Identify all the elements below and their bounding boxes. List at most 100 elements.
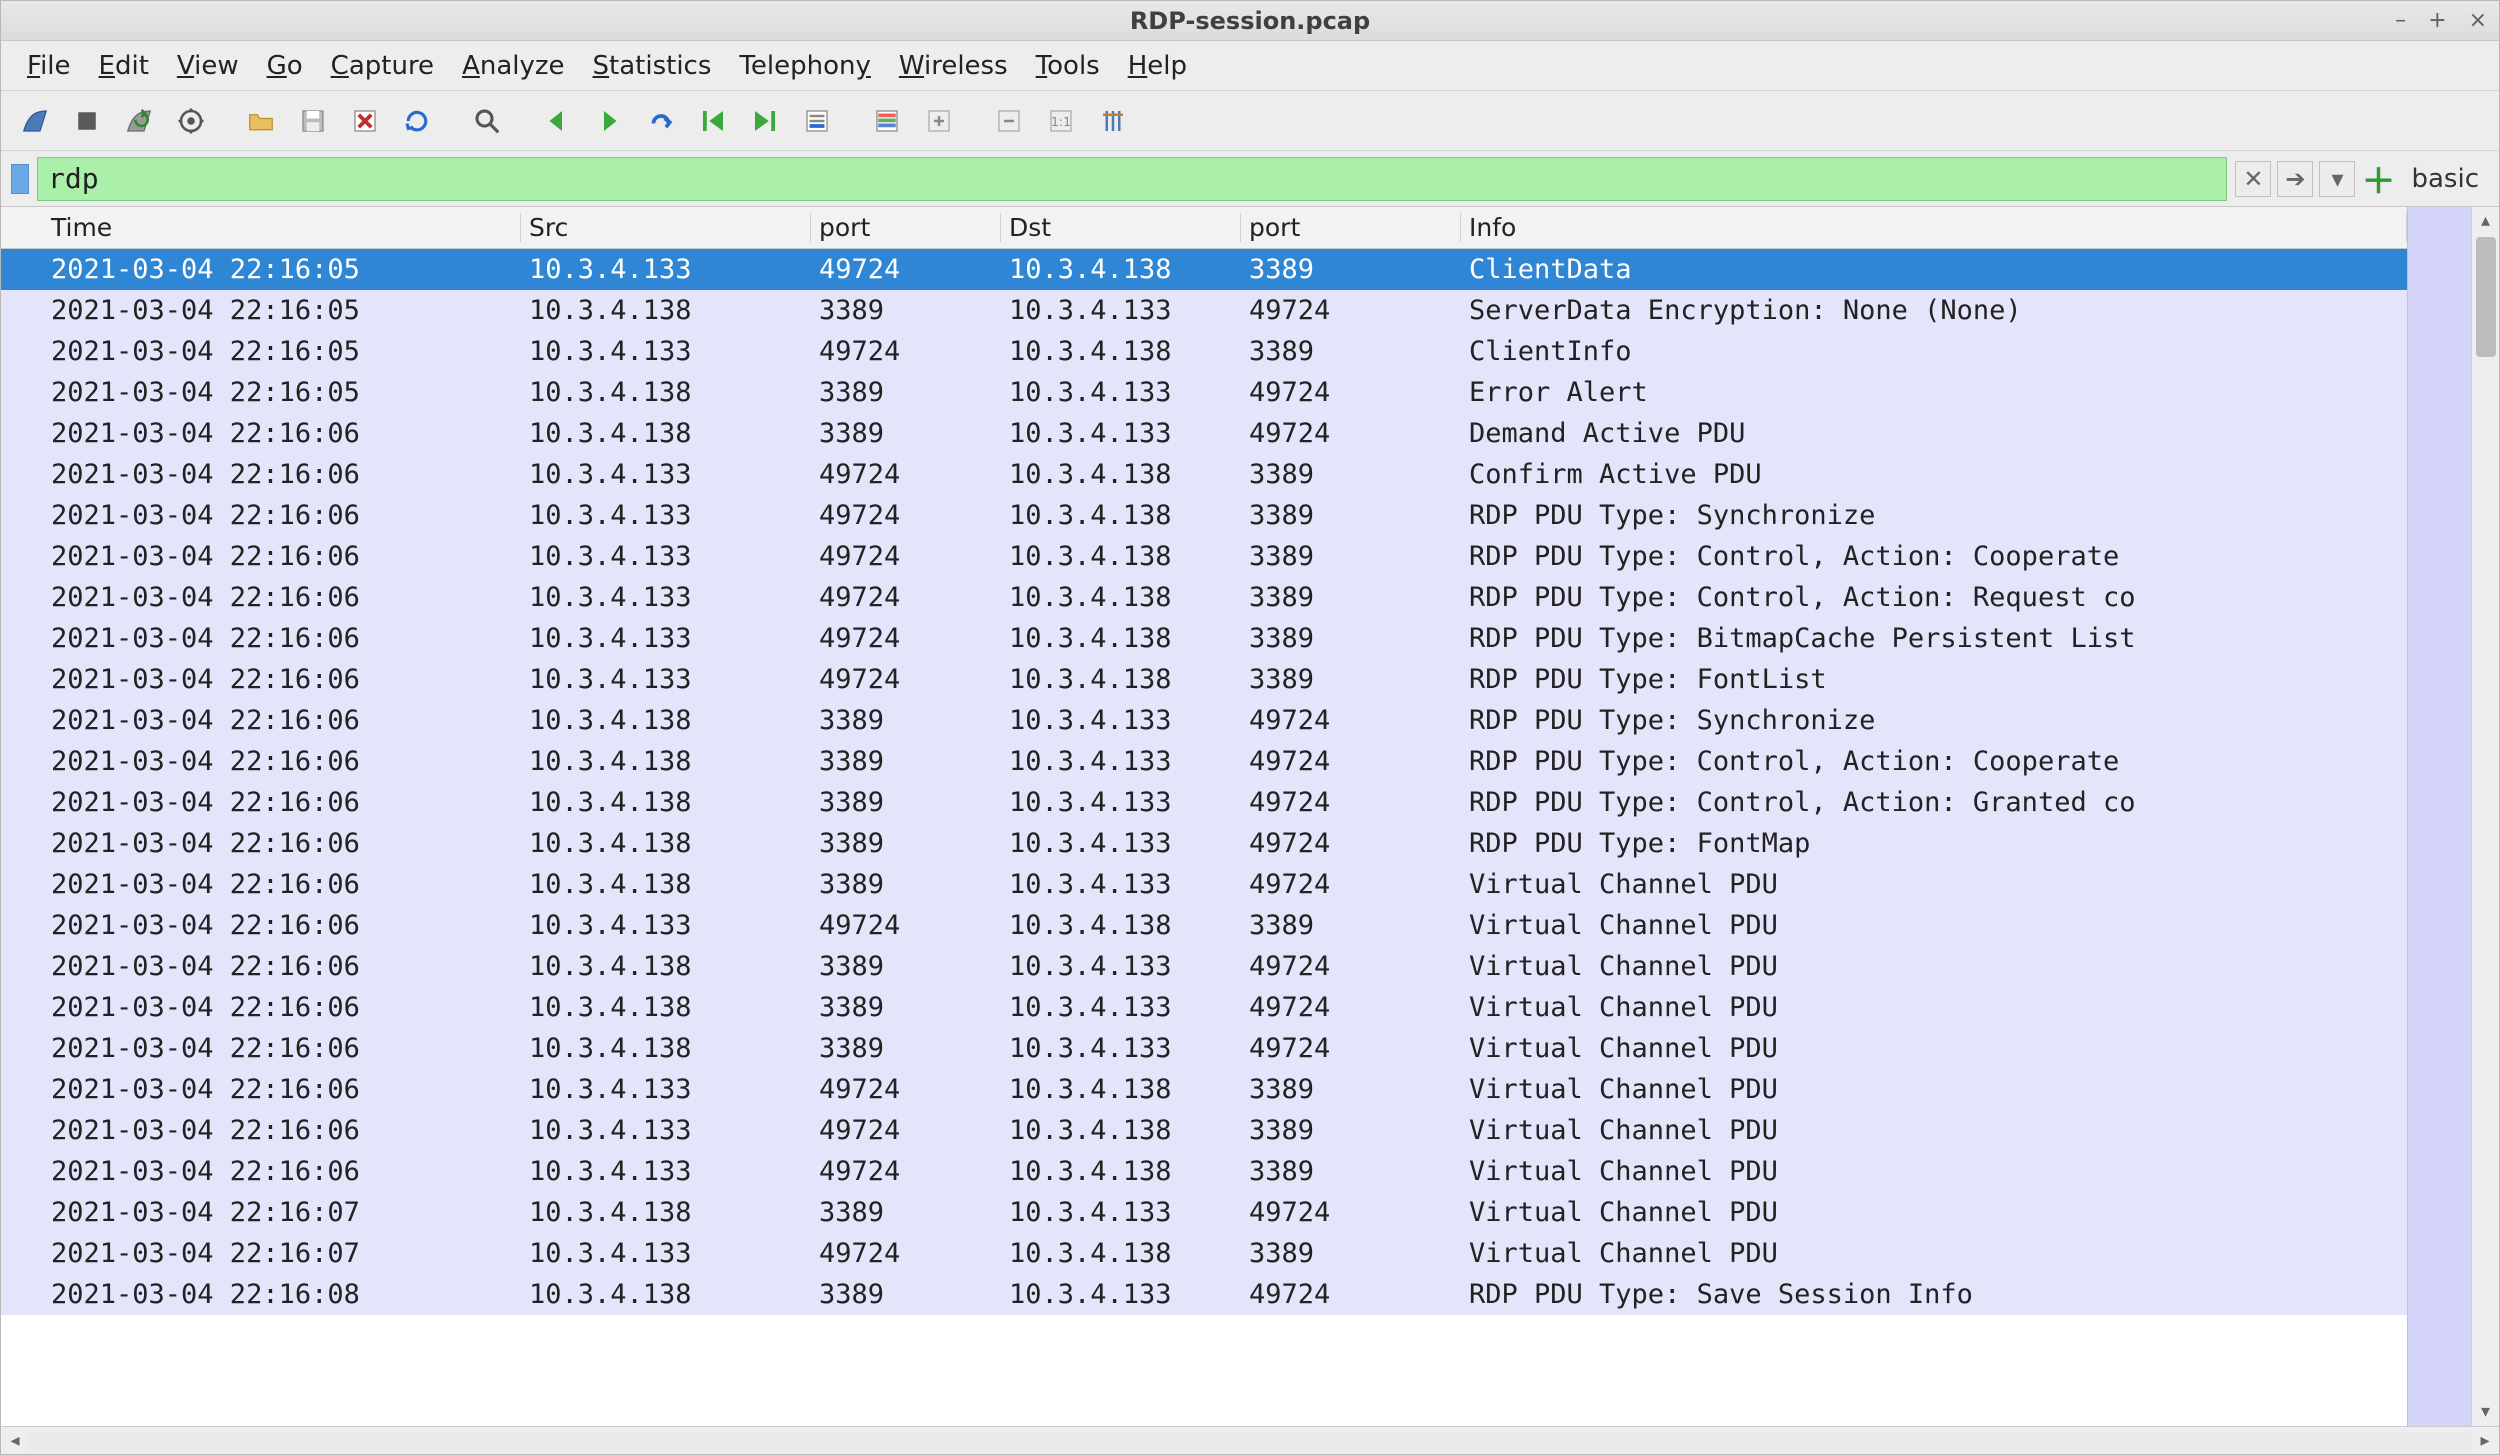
menu-analyze[interactable]: Analyze (450, 45, 576, 87)
table-row[interactable]: 2021-03-04 22:16:0610.3.4.138338910.3.4.… (1, 782, 2407, 823)
minimize-button[interactable]: – (2389, 8, 2412, 33)
column-header-time[interactable]: Time (1, 213, 521, 242)
table-row[interactable]: 2021-03-04 22:16:0810.3.4.138338910.3.4.… (1, 1274, 2407, 1315)
forward-icon[interactable] (587, 99, 631, 143)
display-filter-field[interactable] (48, 162, 2216, 195)
display-filter-input[interactable] (37, 157, 2227, 201)
restart-icon[interactable] (117, 99, 161, 143)
table-row[interactable]: 2021-03-04 22:16:0610.3.4.138338910.3.4.… (1, 1028, 2407, 1069)
first-icon[interactable] (691, 99, 735, 143)
main-area: TimeSrcportDstportInfo 2021-03-04 22:16:… (1, 207, 2499, 1426)
cell-src: 10.3.4.138 (521, 1197, 811, 1228)
table-row[interactable]: 2021-03-04 22:16:0610.3.4.1334972410.3.4… (1, 905, 2407, 946)
cell-dst: 10.3.4.138 (1001, 1156, 1241, 1187)
scroll-down-icon[interactable]: ▾ (2472, 1398, 2499, 1426)
column-header-dst[interactable]: Dst (1001, 213, 1241, 242)
cell-dport: 49724 (1241, 295, 1461, 326)
reload-icon[interactable] (395, 99, 439, 143)
table-row[interactable]: 2021-03-04 22:16:0710.3.4.1334972410.3.4… (1, 1233, 2407, 1274)
menu-statistics[interactable]: Statistics (581, 45, 724, 87)
table-row[interactable]: 2021-03-04 22:16:0510.3.4.1334972410.3.4… (1, 249, 2407, 290)
table-row[interactable]: 2021-03-04 22:16:0610.3.4.138338910.3.4.… (1, 823, 2407, 864)
horizontal-scrollbar[interactable]: ◂ ▸ (1, 1426, 2499, 1454)
cell-time: 2021-03-04 22:16:06 (1, 828, 521, 859)
table-row[interactable]: 2021-03-04 22:16:0510.3.4.138338910.3.4.… (1, 372, 2407, 413)
scroll-up-icon[interactable]: ▴ (2472, 207, 2499, 235)
table-row[interactable]: 2021-03-04 22:16:0610.3.4.1334972410.3.4… (1, 577, 2407, 618)
table-row[interactable]: 2021-03-04 22:16:0610.3.4.1334972410.3.4… (1, 1069, 2407, 1110)
menu-telephony[interactable]: Telephony (727, 45, 882, 87)
back-icon[interactable] (535, 99, 579, 143)
close-icon[interactable] (343, 99, 387, 143)
filter-add-button[interactable]: ＋ (2361, 154, 2395, 203)
filter-dropdown-button[interactable]: ▾ (2319, 161, 2355, 197)
table-row[interactable]: 2021-03-04 22:16:0610.3.4.138338910.3.4.… (1, 741, 2407, 782)
find-icon[interactable] (465, 99, 509, 143)
maximize-button[interactable]: + (2422, 8, 2452, 33)
column-header-info[interactable]: Info (1461, 213, 2407, 242)
cell-src: 10.3.4.138 (521, 377, 811, 408)
save-icon[interactable] (291, 99, 335, 143)
menu-edit[interactable]: Edit (87, 45, 161, 87)
scroll-thumb[interactable] (2476, 237, 2496, 357)
close-button[interactable]: × (2463, 8, 2493, 33)
cell-sport: 49724 (811, 336, 1001, 367)
window-title: RDP-session.pcap (1, 7, 2499, 35)
autoscroll-icon[interactable] (795, 99, 839, 143)
menu-view[interactable]: View (165, 45, 251, 87)
cell-dst: 10.3.4.138 (1001, 664, 1241, 695)
table-row[interactable]: 2021-03-04 22:16:0610.3.4.1334972410.3.4… (1, 1110, 2407, 1151)
jump-icon[interactable] (639, 99, 683, 143)
table-row[interactable]: 2021-03-04 22:16:0610.3.4.1334972410.3.4… (1, 659, 2407, 700)
zoom-in-icon[interactable] (917, 99, 961, 143)
column-header-sport[interactable]: port (811, 213, 1001, 242)
cell-time: 2021-03-04 22:16:06 (1, 623, 521, 654)
cell-dport: 49724 (1241, 1279, 1461, 1310)
table-row[interactable]: 2021-03-04 22:16:0610.3.4.138338910.3.4.… (1, 864, 2407, 905)
menu-tools[interactable]: Tools (1024, 45, 1112, 87)
table-row[interactable]: 2021-03-04 22:16:0610.3.4.138338910.3.4.… (1, 413, 2407, 454)
cell-info: ClientInfo (1461, 336, 2407, 367)
filter-apply-button[interactable]: ➔ (2277, 161, 2313, 197)
options-icon[interactable] (169, 99, 213, 143)
filter-bookmark-icon[interactable] (11, 164, 29, 194)
column-header-src[interactable]: Src (521, 213, 811, 242)
zoom-out-icon[interactable] (987, 99, 1031, 143)
table-row[interactable]: 2021-03-04 22:16:0610.3.4.1334972410.3.4… (1, 618, 2407, 659)
hscroll-left-icon[interactable]: ◂ (1, 1427, 29, 1454)
cell-info: Virtual Channel PDU (1461, 1238, 2407, 1269)
menu-help[interactable]: Help (1116, 45, 1199, 87)
menu-go[interactable]: Go (255, 45, 315, 87)
table-row[interactable]: 2021-03-04 22:16:0610.3.4.1334972410.3.4… (1, 454, 2407, 495)
resize-cols-icon[interactable] (1091, 99, 1135, 143)
cell-info: RDP PDU Type: Synchronize (1461, 500, 2407, 531)
filter-clear-button[interactable]: ✕ (2235, 161, 2271, 197)
stop-icon[interactable] (65, 99, 109, 143)
zoom-reset-icon[interactable]: 1:1 (1039, 99, 1083, 143)
vertical-scrollbar[interactable]: ▴ ▾ (2471, 207, 2499, 1426)
cell-info: Virtual Channel PDU (1461, 951, 2407, 982)
table-row[interactable]: 2021-03-04 22:16:0610.3.4.1334972410.3.4… (1, 495, 2407, 536)
hscroll-track[interactable] (29, 1432, 2471, 1450)
column-header-dport[interactable]: port (1241, 213, 1461, 242)
open-icon[interactable] (239, 99, 283, 143)
table-row[interactable]: 2021-03-04 22:16:0610.3.4.138338910.3.4.… (1, 700, 2407, 741)
menu-capture[interactable]: Capture (319, 45, 446, 87)
table-row[interactable]: 2021-03-04 22:16:0610.3.4.138338910.3.4.… (1, 946, 2407, 987)
filter-expression-label[interactable]: basic (2401, 164, 2489, 194)
menu-file[interactable]: File (15, 45, 83, 87)
menu-wireless[interactable]: Wireless (887, 45, 1020, 87)
last-icon[interactable] (743, 99, 787, 143)
cell-dport: 49724 (1241, 377, 1461, 408)
table-row[interactable]: 2021-03-04 22:16:0510.3.4.1334972410.3.4… (1, 331, 2407, 372)
table-row[interactable]: 2021-03-04 22:16:0710.3.4.138338910.3.4.… (1, 1192, 2407, 1233)
cell-src: 10.3.4.138 (521, 828, 811, 859)
hscroll-right-icon[interactable]: ▸ (2471, 1427, 2499, 1454)
colorize-icon[interactable] (865, 99, 909, 143)
table-row[interactable]: 2021-03-04 22:16:0610.3.4.1334972410.3.4… (1, 536, 2407, 577)
shark-fin-icon[interactable] (13, 99, 57, 143)
cell-info: Virtual Channel PDU (1461, 869, 2407, 900)
table-row[interactable]: 2021-03-04 22:16:0510.3.4.138338910.3.4.… (1, 290, 2407, 331)
table-row[interactable]: 2021-03-04 22:16:0610.3.4.138338910.3.4.… (1, 987, 2407, 1028)
table-row[interactable]: 2021-03-04 22:16:0610.3.4.1334972410.3.4… (1, 1151, 2407, 1192)
